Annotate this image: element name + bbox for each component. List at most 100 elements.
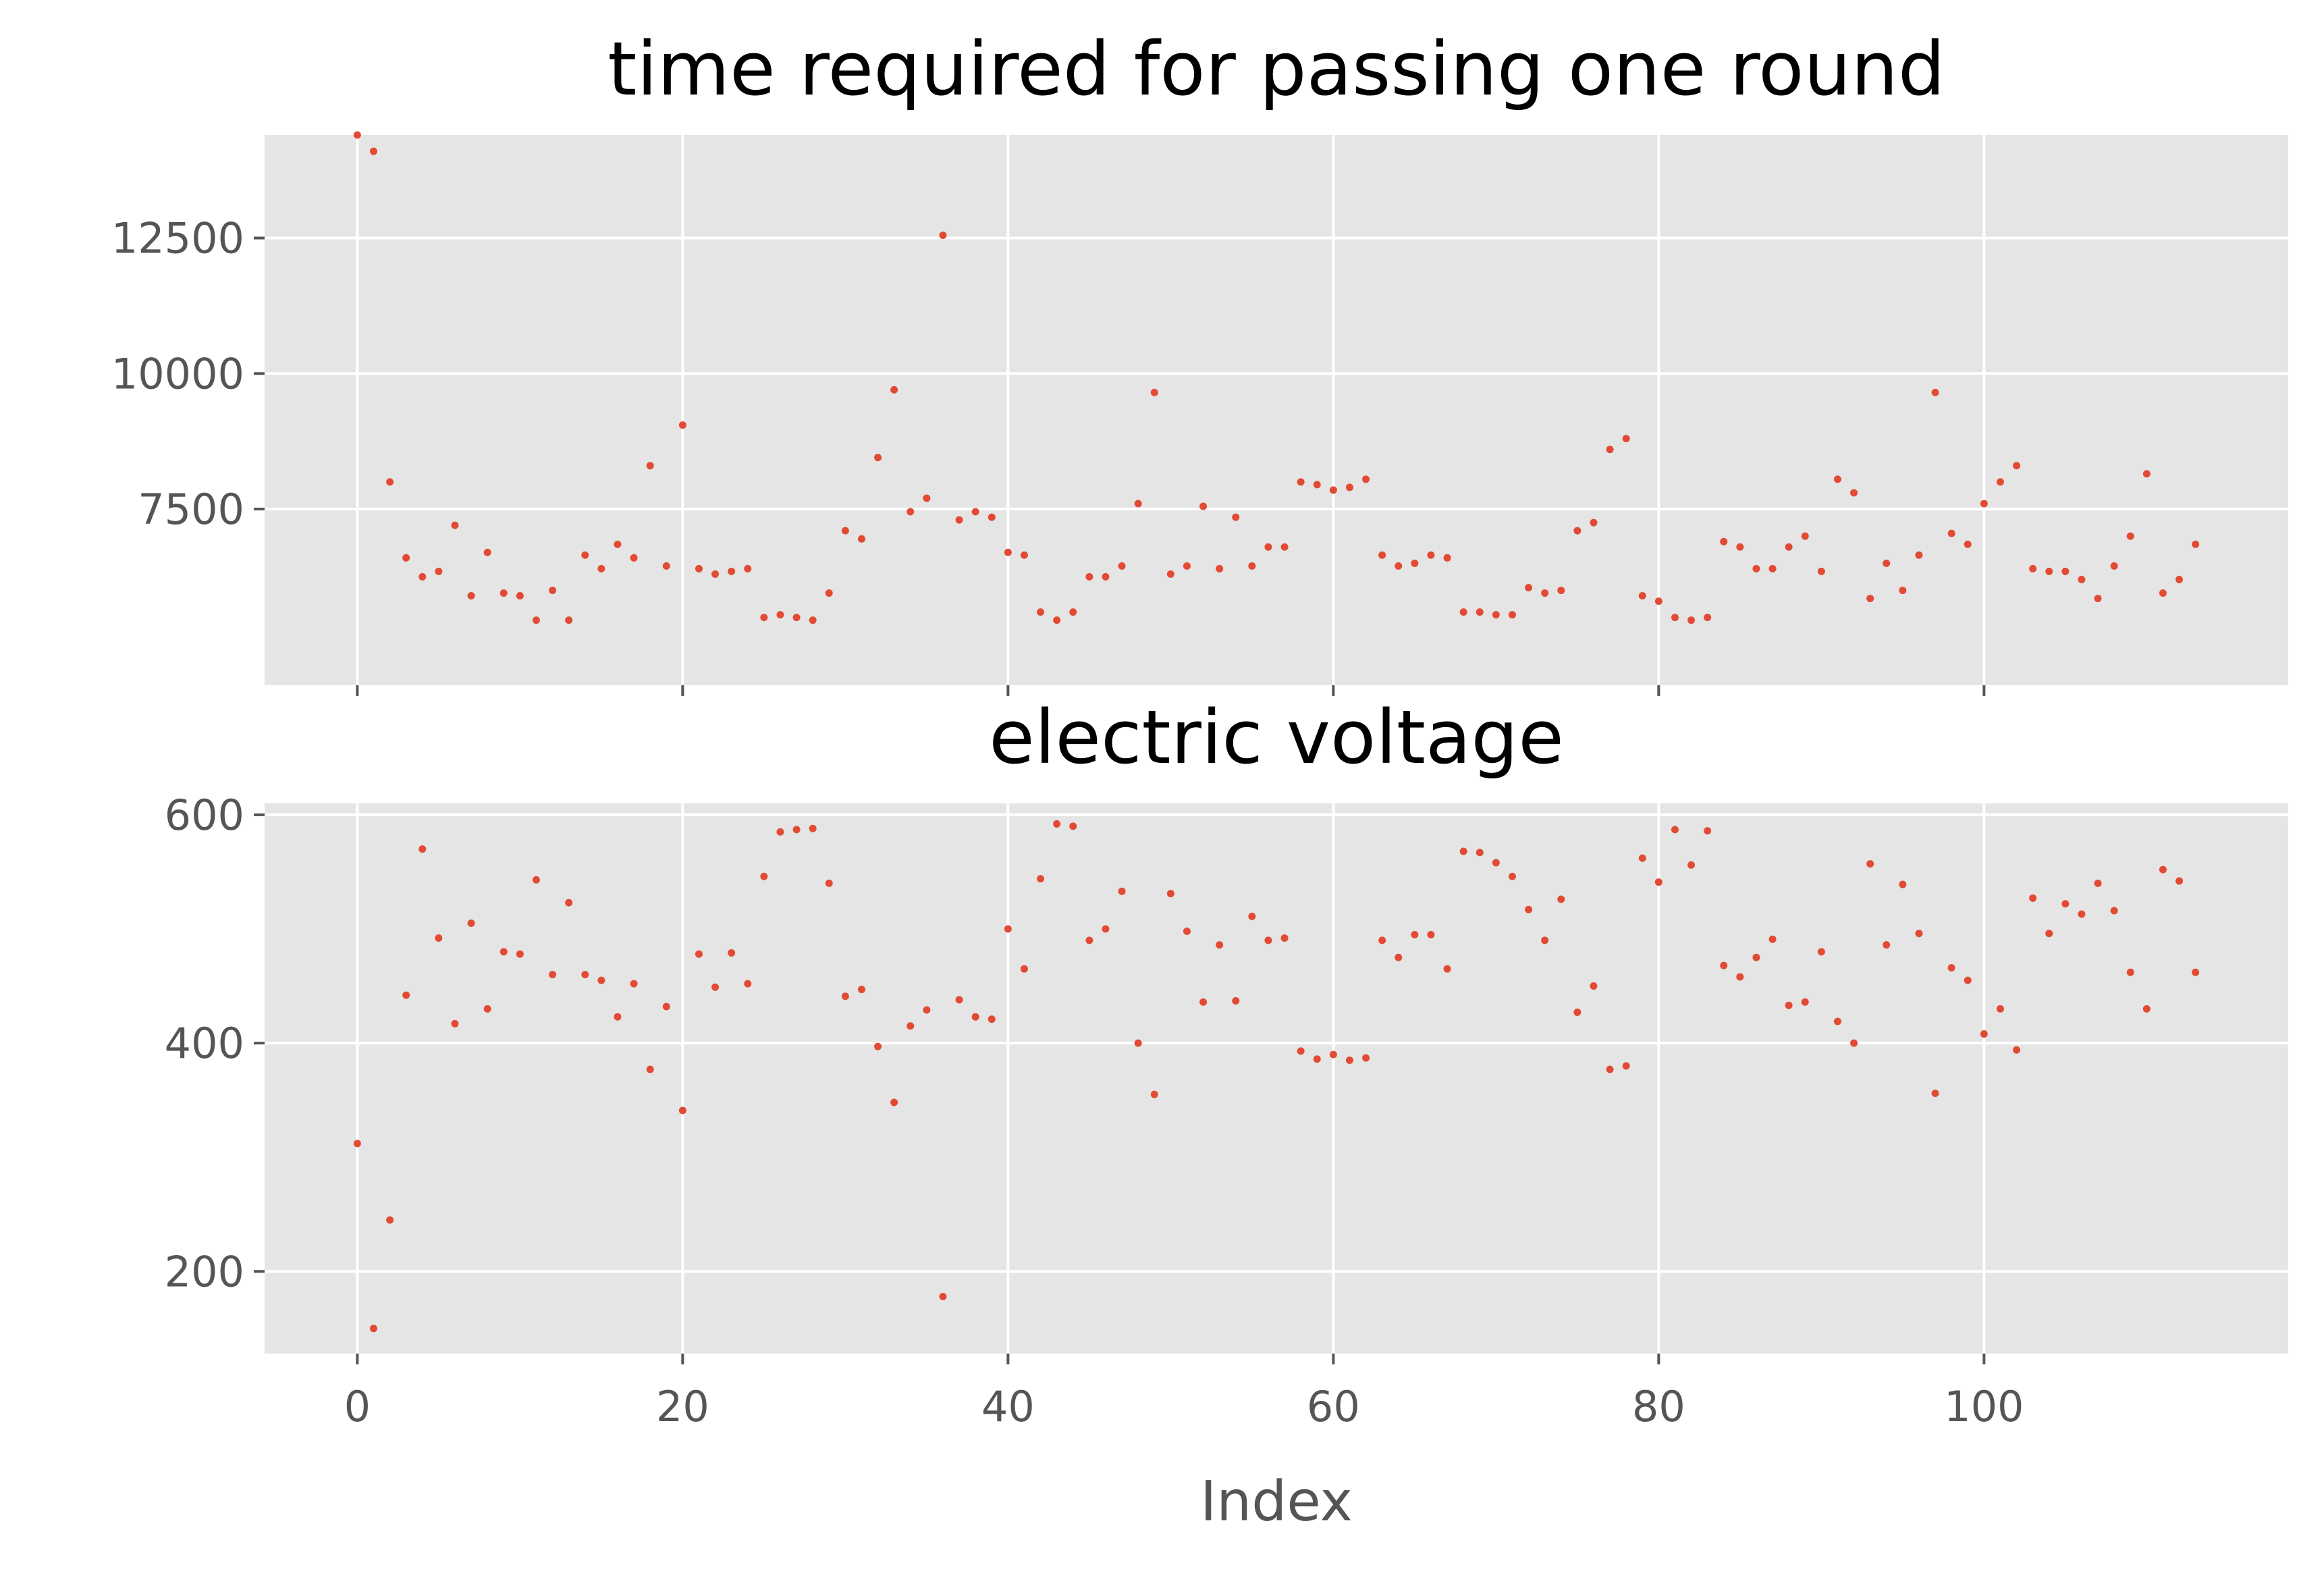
data-point [565,616,573,624]
data-point [499,948,508,956]
data-point [1671,614,1679,622]
y-tick-label: 10000 [111,349,244,398]
data-point [744,980,752,988]
data-point [1980,500,1988,508]
data-point [483,1005,491,1013]
data-point [857,986,865,994]
data-point [1134,1039,1142,1047]
x-tick-label: 80 [1632,1382,1685,1431]
data-point [1980,1030,1988,1038]
data-point [1020,965,1028,973]
data-point [1704,614,1712,622]
data-point [728,949,736,957]
data-point [971,1013,979,1021]
data-point [581,971,589,979]
data-point [1443,965,1451,973]
data-point [1801,998,1809,1006]
data-point [2061,567,2070,575]
data-point [2029,564,2037,572]
data-point [1573,1008,1582,1016]
time-grid [265,135,2288,685]
data-point [418,845,427,853]
data-point [1313,481,1321,489]
data-point [1850,1039,1858,1047]
data-point [2142,1005,2151,1013]
data-point [1362,475,1370,483]
data-point [2013,462,2021,470]
data-point [1443,554,1451,562]
data-point [1720,961,1728,969]
data-point [971,508,979,516]
data-point [1345,483,1353,491]
data-point [1947,529,1955,537]
data-point [2192,968,2200,976]
data-point [1817,948,1825,956]
data-point [1395,953,1403,961]
data-point [1785,543,1793,551]
data-point [1752,564,1760,572]
data-point [2013,1046,2021,1054]
data-point [1427,930,1435,938]
data-point [614,1013,622,1021]
data-point [1378,551,1386,559]
data-point [728,567,736,575]
data-point [2110,562,2118,570]
data-point [1899,586,1907,594]
data-point [1492,859,1500,867]
data-point [1280,543,1289,551]
data-point [1053,820,1061,828]
data-point [1736,973,1744,981]
data-point [776,828,784,836]
data-point [1150,388,1158,396]
data-point [695,564,703,572]
y-tick-label: 12500 [111,214,244,263]
y-tick-label: 600 [165,791,244,840]
data-point [1931,388,1939,396]
data-point [1264,543,1272,551]
data-point [646,1065,654,1073]
data-point [467,592,475,600]
data-point [1833,1017,1841,1025]
voltage-subplot: 0 20 40 60 80 100 200 400 600 electric voltage I… [165,694,2288,1534]
voltage-grid [265,803,2288,1354]
data-point [386,1216,394,1224]
voltage-ticks: 0 20 40 60 80 100 200 400 600 [165,791,2024,1431]
data-point [1606,1065,1614,1073]
data-point [841,527,849,535]
data-point [369,1325,377,1333]
data-point [1883,559,1891,567]
data-point [1622,1062,1630,1070]
data-point [1345,1056,1353,1064]
data-point [1590,518,1598,527]
data-point [353,131,361,139]
data-point [402,554,410,562]
data-point [939,232,947,240]
data-point [435,567,443,575]
data-point [1964,976,1972,984]
data-point [988,513,996,521]
data-point [662,562,670,570]
data-point [988,1015,996,1023]
data-point [1459,608,1467,616]
data-point [1654,597,1663,606]
data-point [2126,532,2134,540]
data-point [662,1003,670,1011]
data-point [1476,849,1484,857]
data-point [1232,513,1240,521]
data-point [2110,907,2118,915]
data-point [1931,1089,1939,1097]
x-tick-label: 40 [981,1382,1035,1431]
data-point [2159,865,2167,874]
data-point [614,540,622,548]
data-point [1020,551,1028,559]
data-point [435,934,443,942]
data-point [2078,910,2086,918]
data-point [1313,1055,1321,1063]
data-point [1671,826,1679,834]
data-point [857,535,865,543]
data-point [1297,478,1305,486]
data-point [1899,880,1907,888]
y-tick-label: 7500 [138,485,244,534]
data-point [646,462,654,470]
data-point [581,551,589,559]
